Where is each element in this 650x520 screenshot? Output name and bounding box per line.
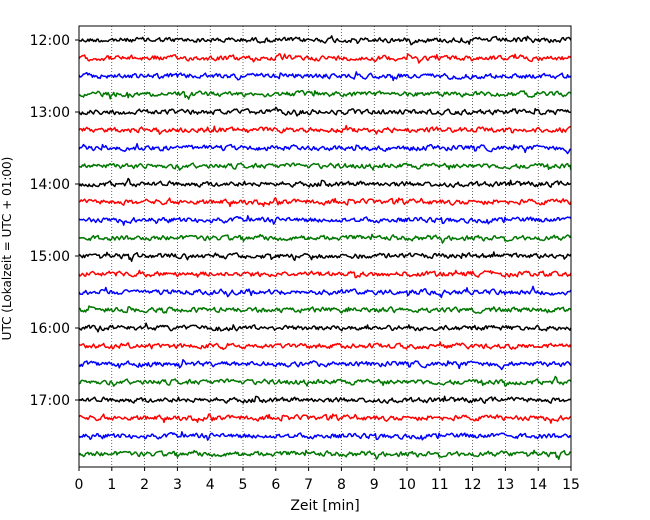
trace-line [78,375,572,387]
x-tick-label: 13 [496,477,514,493]
trace-line [78,106,572,117]
trace-line [78,251,572,263]
x-tick-label: 7 [304,477,313,493]
x-tick-label: 5 [239,477,248,493]
y-axis-label: UTC (Lokalzeit = UTC + 01:00) [0,157,14,341]
trace-line [78,53,572,64]
x-axis-label: Zeit [min] [290,498,359,514]
trace-line [78,197,572,208]
x-tick-label: 9 [370,477,379,493]
trace-line [78,177,572,188]
trace-line [78,322,572,333]
x-tick-label: 6 [271,477,280,493]
trace-line [78,162,572,171]
y-tick-label: 16:00 [30,321,70,337]
trace-line [78,431,572,441]
x-tick-label: 12 [464,477,482,493]
x-tick-label: 15 [562,477,580,493]
trace-line [78,395,572,404]
trace-line [78,89,572,100]
trace-line [78,305,572,314]
x-tick-label: 11 [431,477,449,493]
x-tick-label: 4 [206,477,215,493]
y-axis: 12:00 13:00 14:00 15:00 16:00 17:00 [30,33,79,409]
trace-line [78,285,572,299]
y-tick-label: 15:00 [30,249,70,265]
traces [78,35,572,461]
trace-line [78,269,572,279]
x-tick-label: 8 [337,477,346,493]
y-tick-label: 12:00 [30,33,70,49]
trace-line [78,233,572,244]
y-tick-label: 14:00 [30,177,70,193]
x-tick-label: 2 [140,477,149,493]
x-tick-label: 14 [529,477,547,493]
trace-line [78,124,571,135]
y-tick-label: 13:00 [30,105,70,121]
y-tick-label: 17:00 [30,393,70,409]
x-tick-label: 0 [75,477,84,493]
trace-line [78,71,572,82]
x-tick-label: 1 [107,477,116,493]
trace-line [78,215,572,226]
trace-line [78,142,572,155]
trace-line [78,358,572,371]
x-tick-label: 3 [173,477,182,493]
x-tick-label: 10 [398,477,416,493]
trace-line [78,413,572,424]
trace-line [78,449,572,461]
trace-line [78,341,572,351]
trace-line [78,35,572,46]
x-axis: 0 1 2 3 4 5 6 7 8 9 10 11 12 13 14 15 [75,467,580,493]
plot-frame [78,25,572,468]
